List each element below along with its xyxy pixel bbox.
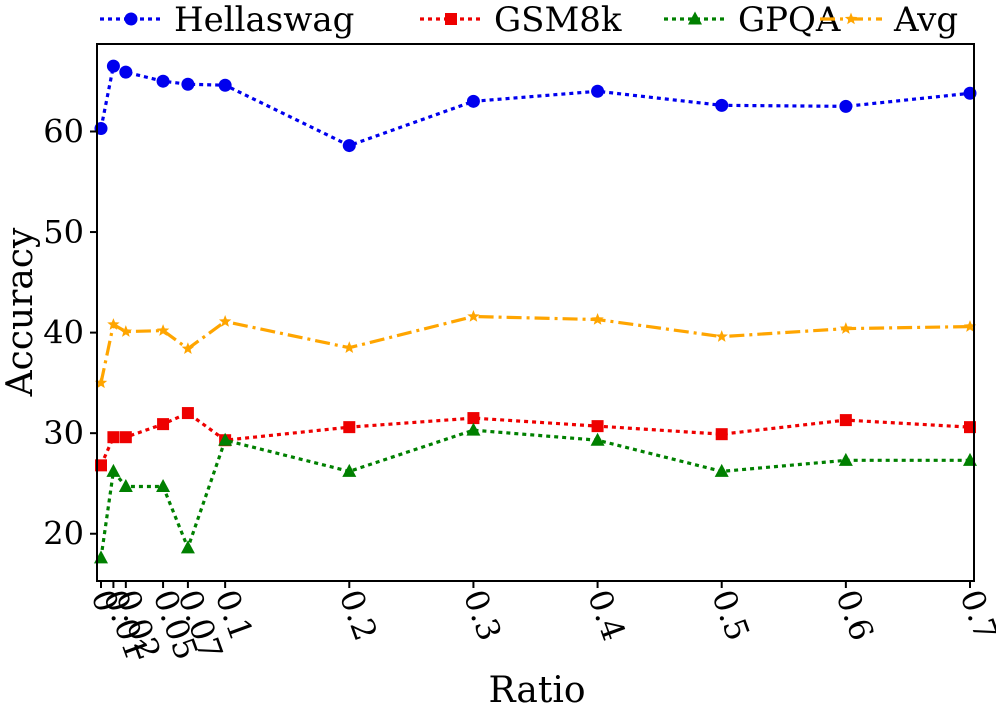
data-point	[118, 478, 133, 492]
y-axis-label: Accuracy	[0, 227, 41, 397]
data-point	[94, 376, 108, 389]
data-point	[218, 78, 232, 92]
y-tick-label: 40	[43, 314, 84, 352]
data-point	[106, 59, 120, 73]
data-point	[218, 315, 232, 327]
y-axis: 20 30 40 50 60	[43, 112, 97, 553]
legend-label: Hellaswag	[174, 0, 354, 40]
data-point	[342, 139, 356, 153]
data-point	[839, 99, 853, 113]
data-point	[119, 431, 132, 444]
data-point	[590, 432, 605, 446]
data-point	[181, 407, 194, 420]
data-point	[156, 324, 170, 336]
x-tick-label: 0.6	[828, 585, 881, 646]
data-point	[343, 341, 356, 353]
x-tick-label: 0.7	[952, 585, 996, 646]
series-layer	[94, 59, 977, 564]
data-point	[119, 325, 133, 337]
data-point	[715, 330, 728, 342]
x-tick-label: 0.2	[332, 585, 385, 646]
data-point	[591, 313, 604, 325]
data-point	[838, 452, 853, 466]
plot-frame	[96, 43, 975, 582]
legend-item-gsm8k: GSM8k	[420, 0, 622, 40]
legend-marker	[844, 12, 858, 25]
series-line-gsm8k	[99, 411, 971, 466]
series-line-avg	[99, 314, 971, 384]
series-line-gpqa	[99, 428, 970, 559]
data-point	[467, 412, 480, 425]
y-tick-label: 60	[43, 112, 84, 150]
legend-label: GSM8k	[494, 0, 622, 40]
x-axis: 00.010.020.050.070.1 0.2 0.3 0.4 0.5 0.6 0.7	[83, 581, 996, 665]
data-point	[466, 422, 481, 436]
x-axis-label: Ratio	[488, 670, 585, 707]
data-point	[181, 77, 195, 91]
data-point	[218, 432, 233, 446]
x-tick-label: 0.5	[704, 585, 757, 646]
data-point	[715, 98, 729, 112]
legend: Hellaswag GSM8k GPQA Avg	[100, 0, 958, 40]
data-point	[106, 463, 121, 477]
legend-marker	[445, 13, 457, 25]
data-point	[963, 320, 977, 332]
data-point	[107, 431, 120, 444]
legend-item-gpqa: GPQA	[664, 0, 841, 40]
data-point	[839, 322, 853, 334]
data-point	[714, 463, 729, 477]
data-point	[180, 540, 195, 554]
data-point	[343, 421, 356, 434]
data-point	[157, 418, 170, 431]
series-avg	[94, 310, 977, 389]
data-point	[839, 414, 852, 427]
y-tick-label: 30	[43, 414, 84, 452]
data-point	[107, 318, 120, 330]
data-point	[467, 310, 480, 322]
x-tick-label: 0.4	[580, 585, 633, 646]
data-point	[342, 463, 357, 477]
series-gpqa	[94, 422, 977, 564]
y-tick-label: 20	[43, 515, 84, 553]
data-point	[715, 428, 728, 441]
legend-marker	[688, 11, 702, 25]
data-point	[156, 478, 171, 492]
legend-marker	[124, 12, 138, 26]
legend-item-hellaswag: Hellaswag	[100, 0, 354, 40]
series-hellaswag	[94, 59, 977, 153]
data-point	[156, 74, 170, 88]
x-tick-label: 0.3	[456, 585, 509, 646]
data-point	[591, 84, 605, 98]
data-point	[119, 65, 133, 79]
data-point	[181, 342, 195, 354]
data-point	[591, 420, 604, 433]
legend-label: Avg	[893, 0, 958, 40]
y-tick-label: 50	[43, 213, 84, 251]
data-point	[466, 94, 480, 108]
legend-item-avg: Avg	[820, 0, 958, 40]
